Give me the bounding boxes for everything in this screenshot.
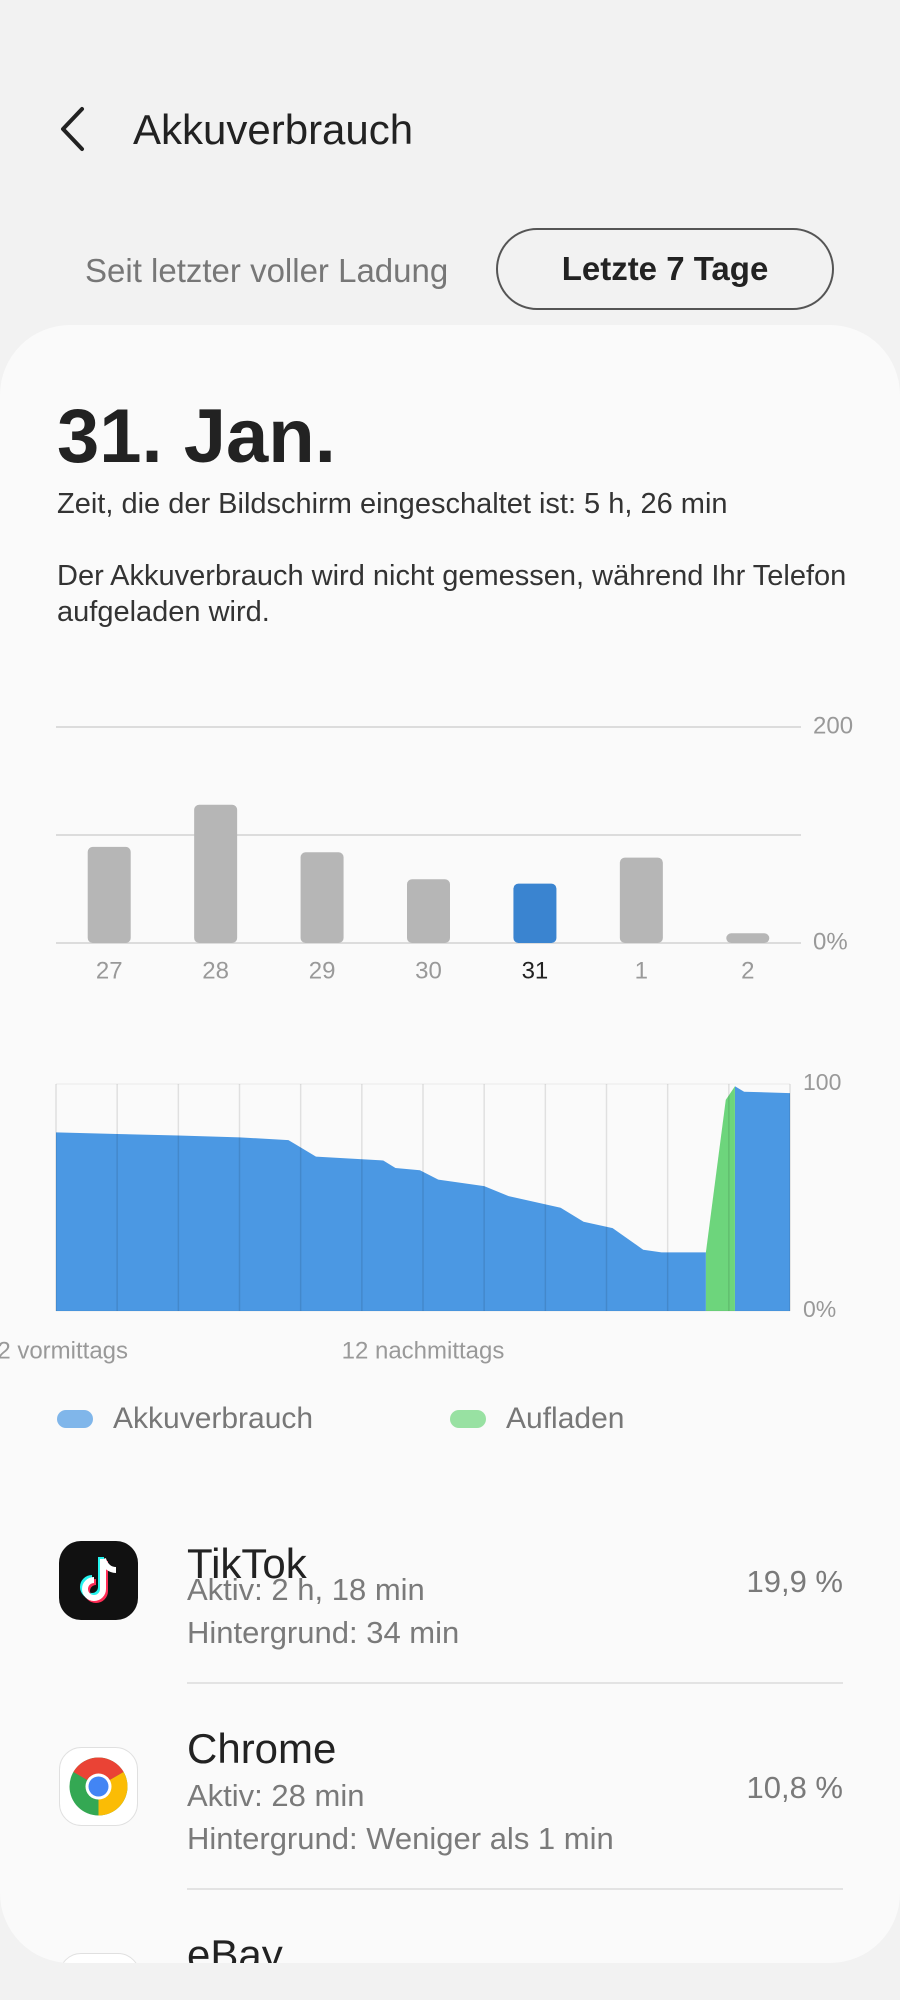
bar <box>407 879 450 943</box>
y-tick-label: 0% <box>803 1296 836 1322</box>
bar <box>619 857 663 943</box>
tab[interactable]: Seit letzter voller Ladung <box>85 252 449 289</box>
x-tick-label: 1 <box>635 957 648 984</box>
app-name[interactable]: TikTok <box>187 1540 307 1587</box>
page-title: Akkuverbrauch <box>133 106 414 153</box>
x-tick-label: 12 nachmittags <box>342 1337 505 1364</box>
x-tick-label: 27 <box>96 957 123 984</box>
bar <box>194 804 238 943</box>
legend-swatch <box>450 1410 486 1428</box>
app-background: Hintergrund: Weniger als 1 min <box>187 1821 614 1856</box>
app-name[interactable]: Chrome <box>187 1725 337 1772</box>
y-tick-label: 100 <box>803 1069 841 1095</box>
y-tick-label: 200 <box>813 712 853 739</box>
legend-swatch <box>57 1410 93 1428</box>
legend-label: Akkuverbrauch <box>113 1402 313 1435</box>
x-tick-label: 31 <box>522 957 549 984</box>
date: 31. Jan. <box>57 394 336 479</box>
tiktok-icon[interactable] <box>59 1541 138 1620</box>
area <box>734 1086 790 1311</box>
back-button[interactable] <box>58 106 88 152</box>
divider <box>187 1682 843 1684</box>
bar <box>726 933 770 943</box>
bar <box>513 883 557 943</box>
y-tick-label: 0% <box>813 928 848 955</box>
app-active: Aktiv: 2 h, 18 min <box>187 1572 425 1607</box>
app-name[interactable]: eBay <box>187 1931 283 1963</box>
bar <box>300 852 344 943</box>
app-usage: 19,9 % <box>746 1564 843 1599</box>
area <box>705 1086 735 1311</box>
bar <box>87 846 131 943</box>
app-active: Aktiv: 28 min <box>187 1778 365 1813</box>
x-tick-label: 30 <box>415 957 442 984</box>
note: Der Akkuverbrauch wird nicht gemessen, w… <box>57 560 847 628</box>
screen-time: Zeit, die der Bildschirm eingeschaltet i… <box>57 488 728 520</box>
x-tick-label: 29 <box>309 957 336 984</box>
app-background: Hintergrund: 34 min <box>187 1615 460 1650</box>
tab-selected[interactable]: Letzte 7 Tage <box>496 228 834 310</box>
x-tick-label: 28 <box>202 957 229 984</box>
divider <box>187 1888 843 1890</box>
x-tick-label: 12 vormittags <box>0 1337 128 1364</box>
chrome-icon[interactable] <box>59 1747 138 1826</box>
legend-label: Aufladen <box>506 1402 624 1435</box>
app-usage: 10,8 % <box>746 1770 843 1805</box>
area <box>56 1132 706 1311</box>
x-tick-label: 2 <box>741 957 754 984</box>
